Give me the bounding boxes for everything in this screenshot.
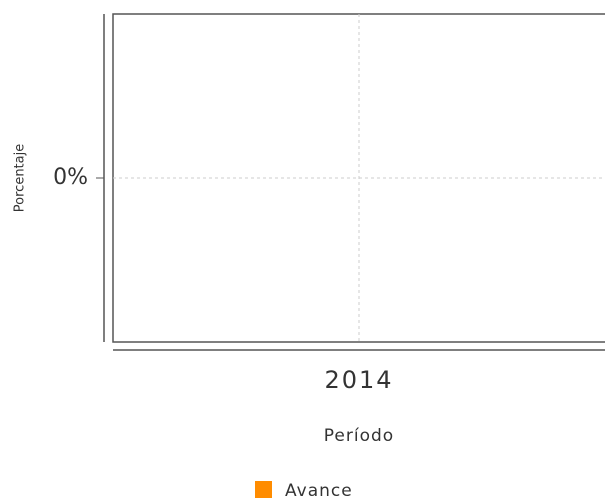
y-axis-label: Porcentaje xyxy=(13,144,28,212)
legend-swatch xyxy=(255,481,272,498)
x-axis-label: Período xyxy=(324,426,394,446)
x-tick-label: 2014 xyxy=(324,366,393,394)
y-tick-label: 0% xyxy=(53,165,88,190)
legend-label: Avance xyxy=(285,481,353,499)
